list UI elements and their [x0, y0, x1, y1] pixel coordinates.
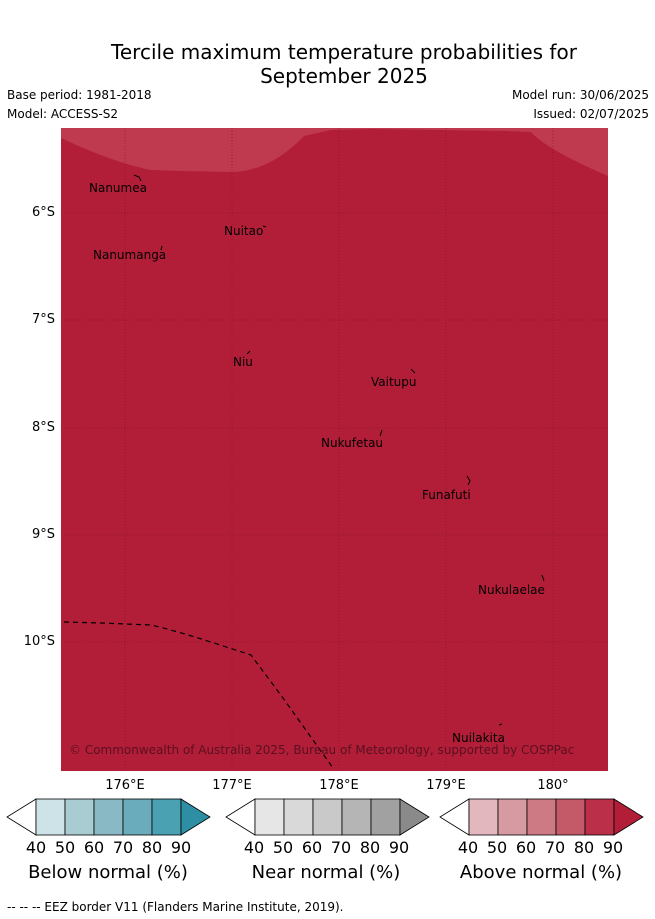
colorbar-bin: [312, 798, 343, 836]
colorbar-low-end: [439, 798, 470, 836]
legend-tick: 50: [272, 838, 294, 857]
eez-footnote: -- -- -- EEZ border V11 (Flanders Marine…: [7, 900, 344, 914]
base-period: Base period: 1981-2018: [7, 88, 152, 102]
issued-date: Issued: 02/07/2025: [533, 107, 649, 121]
legend-tick: 90: [602, 838, 624, 857]
legend-tick: 60: [83, 838, 105, 857]
legend-tick: 60: [515, 838, 537, 857]
legend-above-normal: [439, 798, 649, 838]
legend-tick: 60: [301, 838, 323, 857]
lat-label: 7°S: [31, 312, 55, 327]
lon-label: 177°E: [212, 778, 252, 793]
lat-label: 8°S: [31, 420, 55, 435]
colorbar-bin: [584, 798, 615, 836]
eez-border: [63, 621, 334, 769]
place-label: Nukulaelae: [478, 583, 545, 597]
colorbar: [439, 798, 644, 836]
colorbar-high-end: [180, 798, 211, 836]
lat-label: 9°S: [31, 527, 55, 542]
lower-probability-region: [61, 128, 608, 176]
colorbar: [225, 798, 430, 836]
legend-near-normal: [225, 798, 435, 838]
colorbar: [6, 798, 211, 836]
legend-title-above: Above normal (%): [459, 862, 623, 883]
colorbar-bin: [64, 798, 95, 836]
lon-label: 176°E: [105, 778, 145, 793]
colorbar-bin: [370, 798, 401, 836]
place-label: Nanumea: [89, 181, 147, 195]
lon-label: 179°E: [426, 778, 466, 793]
legend-tick: 70: [330, 838, 352, 857]
place-label: Funafuti: [422, 488, 471, 502]
graticule: [61, 128, 608, 771]
place-label: Nukufetau: [321, 436, 384, 450]
model-run: Model run: 30/06/2025: [511, 88, 649, 102]
colorbar-bin: [526, 798, 557, 836]
colorbar-bin: [497, 798, 528, 836]
place-label: Niu: [233, 355, 253, 369]
colorbar-low-end: [6, 798, 37, 836]
legend-title-below: Below normal (%): [28, 862, 188, 883]
legend-tick: 90: [388, 838, 410, 857]
legend-title-near: Near normal (%): [251, 862, 401, 883]
copyright-notice: © Commonwealth of Australia 2025, Bureau…: [69, 743, 575, 757]
colorbar-bin: [283, 798, 314, 836]
map-area: Nanumea Nuitao Nanumanga Niu Vaitupu Nuk…: [61, 128, 608, 771]
lon-label: 178°E: [319, 778, 359, 793]
colorbar-bin: [254, 798, 285, 836]
place-label: Nanumanga: [93, 248, 167, 262]
colorbar-bin: [468, 798, 499, 836]
legend-tick: 80: [359, 838, 381, 857]
islands: [133, 174, 545, 726]
legend-tick: 50: [54, 838, 76, 857]
colorbar-bin: [122, 798, 153, 836]
legend-tick: 80: [141, 838, 163, 857]
title-line-2: September 2025: [260, 64, 428, 88]
colorbar-bin: [35, 798, 66, 836]
legend-below-normal: [6, 798, 216, 838]
legend-tick: 70: [544, 838, 566, 857]
lon-label: 180°: [537, 778, 569, 793]
colorbar-bin: [341, 798, 372, 836]
legend-tick: 70: [112, 838, 134, 857]
map-graphics: [61, 128, 608, 771]
lat-label: 6°S: [31, 205, 55, 220]
model-name: Model: ACCESS-S2: [7, 107, 119, 121]
colorbar-bin: [93, 798, 124, 836]
colorbar-low-end: [225, 798, 256, 836]
lat-label: 10°S: [23, 634, 55, 649]
colorbar-high-end: [399, 798, 430, 836]
legend-tick: 80: [573, 838, 595, 857]
place-label: Nuilakita: [452, 731, 505, 745]
colorbar-high-end: [613, 798, 644, 836]
map-title: Tercile maximum temperature probabilitie…: [0, 40, 655, 88]
place-label: Vaitupu: [371, 375, 417, 389]
colorbar-bin: [555, 798, 586, 836]
legend-tick: 90: [170, 838, 192, 857]
legend-tick: 50: [486, 838, 508, 857]
legend-tick: 40: [457, 838, 479, 857]
colorbar-bin: [151, 798, 182, 836]
legend-tick: 40: [25, 838, 47, 857]
title-line-1: Tercile maximum temperature probabilitie…: [111, 40, 577, 64]
legend-tick: 40: [243, 838, 265, 857]
place-label: Nuitao: [224, 224, 264, 238]
